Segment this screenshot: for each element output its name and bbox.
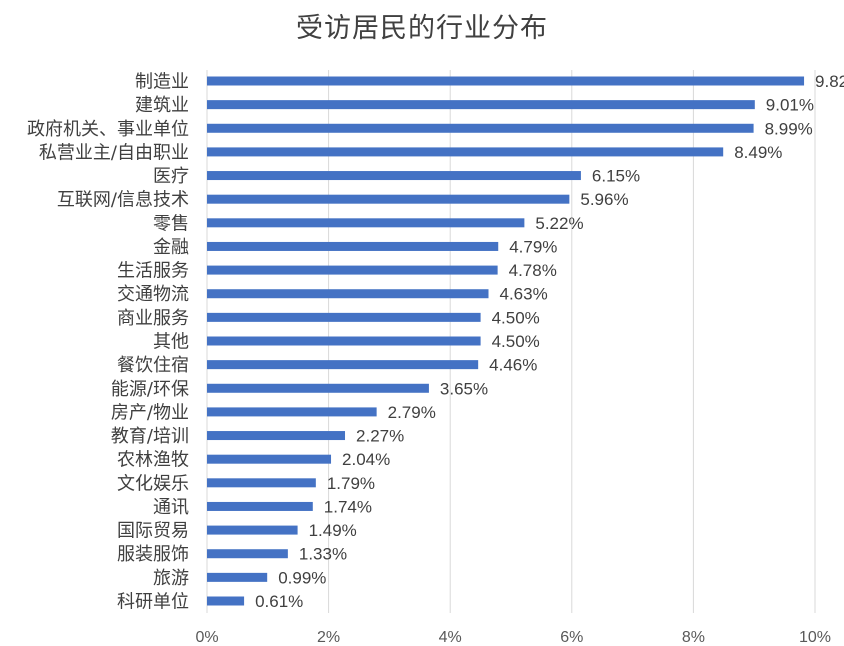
category-label: 政府机关、事业单位 bbox=[27, 119, 189, 140]
value-label: 8.49% bbox=[734, 143, 782, 162]
bar bbox=[207, 501, 313, 511]
category-label: 文化娱乐 bbox=[117, 473, 189, 494]
category-label: 互联网/信息技术 bbox=[57, 190, 189, 211]
bar bbox=[207, 147, 724, 157]
bar bbox=[207, 100, 755, 110]
bar bbox=[207, 218, 525, 228]
x-tick-label: 4% bbox=[439, 629, 462, 646]
bar bbox=[207, 171, 581, 181]
bar bbox=[207, 431, 346, 441]
category-label: 制造业 bbox=[135, 72, 189, 93]
x-tick-label: 8% bbox=[682, 629, 705, 646]
category-label: 旅游 bbox=[153, 568, 189, 589]
value-label: 3.65% bbox=[440, 379, 488, 398]
category-label: 农林渔牧 bbox=[117, 450, 189, 471]
value-label: 4.50% bbox=[492, 332, 540, 351]
category-label: 私营业主/自由职业 bbox=[39, 142, 189, 163]
bar bbox=[207, 265, 498, 275]
value-label: 9.01% bbox=[766, 96, 814, 115]
bar bbox=[207, 360, 479, 370]
value-label: 4.50% bbox=[492, 308, 540, 327]
category-label: 科研单位 bbox=[117, 592, 189, 613]
category-label: 其他 bbox=[153, 332, 189, 353]
category-label: 金融 bbox=[153, 237, 189, 258]
value-label: 5.22% bbox=[535, 214, 583, 233]
bar bbox=[207, 454, 332, 464]
bar bbox=[207, 312, 481, 322]
category-label: 零售 bbox=[153, 213, 189, 234]
bar bbox=[207, 194, 570, 204]
value-label: 4.63% bbox=[500, 285, 548, 304]
x-tick-label: 2% bbox=[317, 629, 340, 646]
bar bbox=[207, 572, 268, 582]
category-label: 房产/物业 bbox=[111, 402, 189, 423]
value-label: 2.79% bbox=[388, 403, 436, 422]
category-label: 交通物流 bbox=[117, 284, 189, 305]
x-tick-label: 0% bbox=[195, 629, 218, 646]
category-label: 餐饮住宿 bbox=[117, 355, 189, 376]
bar bbox=[207, 336, 481, 346]
category-label: 通讯 bbox=[153, 497, 189, 518]
value-label: 0.99% bbox=[278, 568, 326, 587]
value-label: 5.96% bbox=[580, 190, 628, 209]
bars bbox=[207, 76, 805, 606]
value-label: 2.04% bbox=[342, 450, 390, 469]
bar bbox=[207, 549, 288, 559]
value-label: 2.27% bbox=[356, 427, 404, 446]
bar bbox=[207, 525, 298, 535]
x-tick-label: 10% bbox=[799, 629, 831, 646]
category-label: 建筑业 bbox=[135, 95, 189, 116]
bar bbox=[207, 478, 316, 488]
chart-title: 受访居民的行业分布 bbox=[296, 13, 548, 44]
category-label: 国际贸易 bbox=[117, 521, 189, 542]
bar bbox=[207, 596, 245, 606]
bar bbox=[207, 241, 499, 251]
x-tick-label: 6% bbox=[560, 629, 583, 646]
bar bbox=[207, 123, 754, 133]
value-label: 4.46% bbox=[489, 356, 537, 375]
value-label: 8.99% bbox=[765, 119, 813, 138]
value-label: 9.82% bbox=[815, 72, 844, 91]
value-label: 0.61% bbox=[255, 592, 303, 611]
value-label: 1.49% bbox=[309, 521, 357, 540]
value-label: 6.15% bbox=[592, 167, 640, 186]
bar bbox=[207, 289, 489, 299]
value-label: 1.33% bbox=[299, 545, 347, 564]
category-label: 商业服务 bbox=[117, 308, 189, 329]
value-label: 1.74% bbox=[324, 497, 372, 516]
value-label: 4.79% bbox=[509, 237, 557, 256]
category-label: 服装服饰 bbox=[117, 544, 189, 565]
bar bbox=[207, 76, 805, 86]
value-label: 4.78% bbox=[509, 261, 557, 280]
category-label: 教育/培训 bbox=[111, 426, 189, 447]
value-label: 1.79% bbox=[327, 474, 375, 493]
bar bbox=[207, 383, 429, 393]
bar bbox=[207, 407, 377, 417]
labels: 0% 2% 4% 6% 8% 10% 制造业 9.82% 建筑业 9.01% 政府机关、事业单位 8.… bbox=[27, 72, 844, 646]
category-label: 医疗 bbox=[153, 166, 189, 187]
category-label: 生活服务 bbox=[117, 261, 189, 282]
category-label: 能源/环保 bbox=[111, 379, 189, 400]
